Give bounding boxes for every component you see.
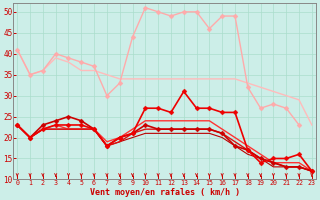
X-axis label: Vent moyen/en rafales ( km/h ): Vent moyen/en rafales ( km/h ) — [90, 188, 240, 197]
